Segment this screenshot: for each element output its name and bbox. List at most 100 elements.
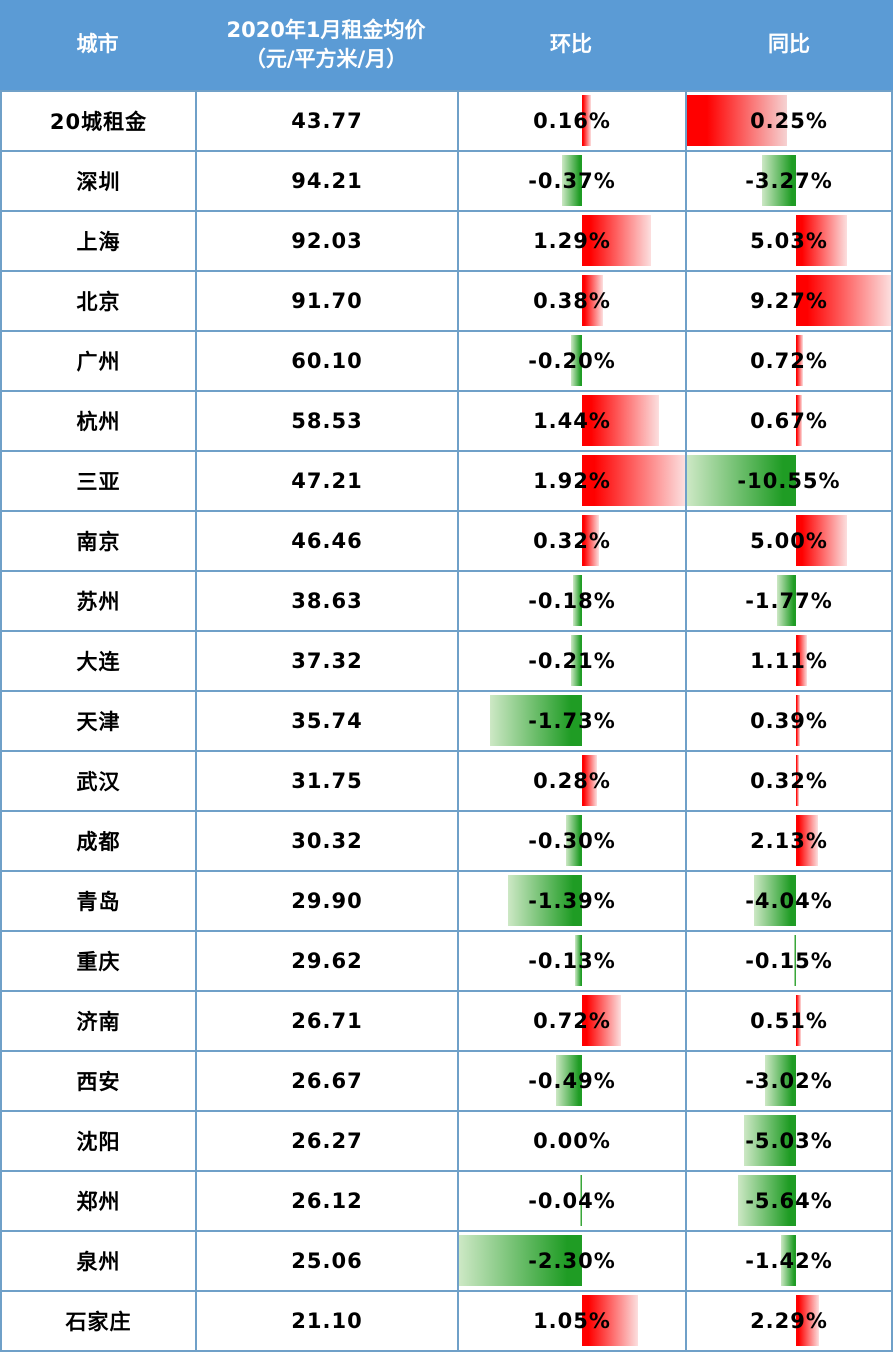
price-label: 38.63 (291, 589, 363, 613)
city-cell: 北京 (2, 272, 195, 330)
yoy-label: -10.55% (737, 469, 841, 493)
mom-cell: -0.20% (457, 332, 685, 390)
table-row: 天津 35.74 -1.73% 0.39% (2, 690, 891, 750)
table-header: 城市 2020年1月租金均价 （元/平方米/月） 环比 同比 (0, 0, 893, 90)
yoy-databar (754, 875, 796, 926)
yoy-databar (687, 455, 796, 506)
mom-label: 0.38% (533, 289, 611, 313)
yoy-databar (795, 695, 800, 746)
price-cell: 37.32 (195, 632, 457, 690)
yoy-label: -5.64% (745, 1189, 833, 1213)
yoy-databar (795, 1295, 820, 1346)
yoy-cell: -0.15% (685, 932, 891, 990)
mom-cell: -0.18% (457, 572, 685, 630)
header-cell-mom: 环比 (457, 0, 685, 90)
mom-label: -0.21% (528, 649, 616, 673)
mom-label: 0.28% (533, 769, 611, 793)
mom-cell: 0.16% (457, 92, 685, 150)
yoy-databar (687, 95, 787, 146)
yoy-cell: -1.77% (685, 572, 891, 630)
price-label: 29.62 (291, 949, 363, 973)
yoy-label: 0.51% (750, 1009, 828, 1033)
yoy-label: 0.72% (750, 349, 828, 373)
city-label: 重庆 (76, 950, 121, 974)
table-row: 沈阳 26.27 0.00% -5.03% (2, 1110, 891, 1170)
city-cell: 天津 (2, 692, 195, 750)
table-row: 郑州 26.12 -0.04% -5.64% (2, 1170, 891, 1230)
city-cell: 青岛 (2, 872, 195, 930)
price-label: 91.70 (291, 289, 363, 313)
header-mom-label: 环比 (550, 32, 592, 57)
yoy-cell: -10.55% (685, 452, 891, 510)
yoy-databar (795, 635, 807, 686)
yoy-databar (795, 815, 818, 866)
mom-label: 0.32% (533, 529, 611, 553)
price-cell: 35.74 (195, 692, 457, 750)
city-cell: 石家庄 (2, 1292, 195, 1350)
yoy-cell: 1.11% (685, 632, 891, 690)
yoy-cell: 5.00% (685, 512, 891, 570)
mom-label: 1.44% (533, 409, 611, 433)
price-cell: 26.67 (195, 1052, 457, 1110)
mom-cell: -0.49% (457, 1052, 685, 1110)
mom-databar (582, 395, 660, 446)
yoy-databar (794, 935, 796, 986)
yoy-label: 1.11% (750, 649, 828, 673)
price-label: 26.27 (291, 1129, 363, 1153)
mom-cell: -0.37% (457, 152, 685, 210)
yoy-label: 0.39% (750, 709, 828, 733)
table-row: 石家庄 21.10 1.05% 2.29% (2, 1290, 891, 1350)
yoy-label: 5.00% (750, 529, 828, 553)
price-label: 47.21 (291, 469, 363, 493)
city-label: 武汉 (76, 770, 121, 794)
yoy-databar (780, 1235, 796, 1286)
city-cell: 杭州 (2, 392, 195, 450)
city-cell: 郑州 (2, 1172, 195, 1230)
price-cell: 38.63 (195, 572, 457, 630)
city-label: 北京 (76, 290, 121, 314)
city-label: 上海 (76, 230, 121, 254)
city-cell: 广州 (2, 332, 195, 390)
yoy-cell: 0.39% (685, 692, 891, 750)
table-row: 成都 30.32 -0.30% 2.13% (2, 810, 891, 870)
yoy-label: 2.29% (750, 1309, 828, 1333)
mom-databar (555, 1055, 583, 1106)
yoy-cell: 5.03% (685, 212, 891, 270)
city-label: 济南 (76, 1010, 121, 1034)
price-cell: 26.12 (195, 1172, 457, 1230)
mom-cell: 0.00% (457, 1112, 685, 1170)
price-cell: 94.21 (195, 152, 457, 210)
yoy-cell: 2.29% (685, 1292, 891, 1350)
city-cell: 上海 (2, 212, 195, 270)
price-label: 37.32 (291, 649, 363, 673)
mom-cell: -1.39% (457, 872, 685, 930)
city-cell: 南京 (2, 512, 195, 570)
price-cell: 47.21 (195, 452, 457, 510)
yoy-cell: 0.51% (685, 992, 891, 1050)
mom-cell: 1.05% (457, 1292, 685, 1350)
mom-cell: 0.72% (457, 992, 685, 1050)
mom-databar (582, 215, 652, 266)
mom-databar (575, 935, 583, 986)
price-label: 29.90 (291, 889, 363, 913)
price-cell: 31.75 (195, 752, 457, 810)
table-row: 西安 26.67 -0.49% -3.02% (2, 1050, 891, 1110)
table-row: 重庆 29.62 -0.13% -0.15% (2, 930, 891, 990)
yoy-cell: -1.42% (685, 1232, 891, 1290)
price-cell: 21.10 (195, 1292, 457, 1350)
mom-cell: 0.38% (457, 272, 685, 330)
yoy-label: 0.67% (750, 409, 828, 433)
mom-cell: 0.32% (457, 512, 685, 570)
price-label: 58.53 (291, 409, 363, 433)
header-cell-price: 2020年1月租金均价 （元/平方米/月） (195, 0, 457, 90)
city-label: 西安 (76, 1070, 121, 1094)
yoy-databar (795, 215, 848, 266)
city-label: 深圳 (76, 170, 121, 194)
yoy-cell: -3.02% (685, 1052, 891, 1110)
mom-databar (582, 275, 603, 326)
mom-label: -0.13% (528, 949, 616, 973)
mom-label: -2.30% (528, 1249, 616, 1273)
mom-databar (582, 515, 600, 566)
mom-label: 0.00% (533, 1129, 611, 1153)
